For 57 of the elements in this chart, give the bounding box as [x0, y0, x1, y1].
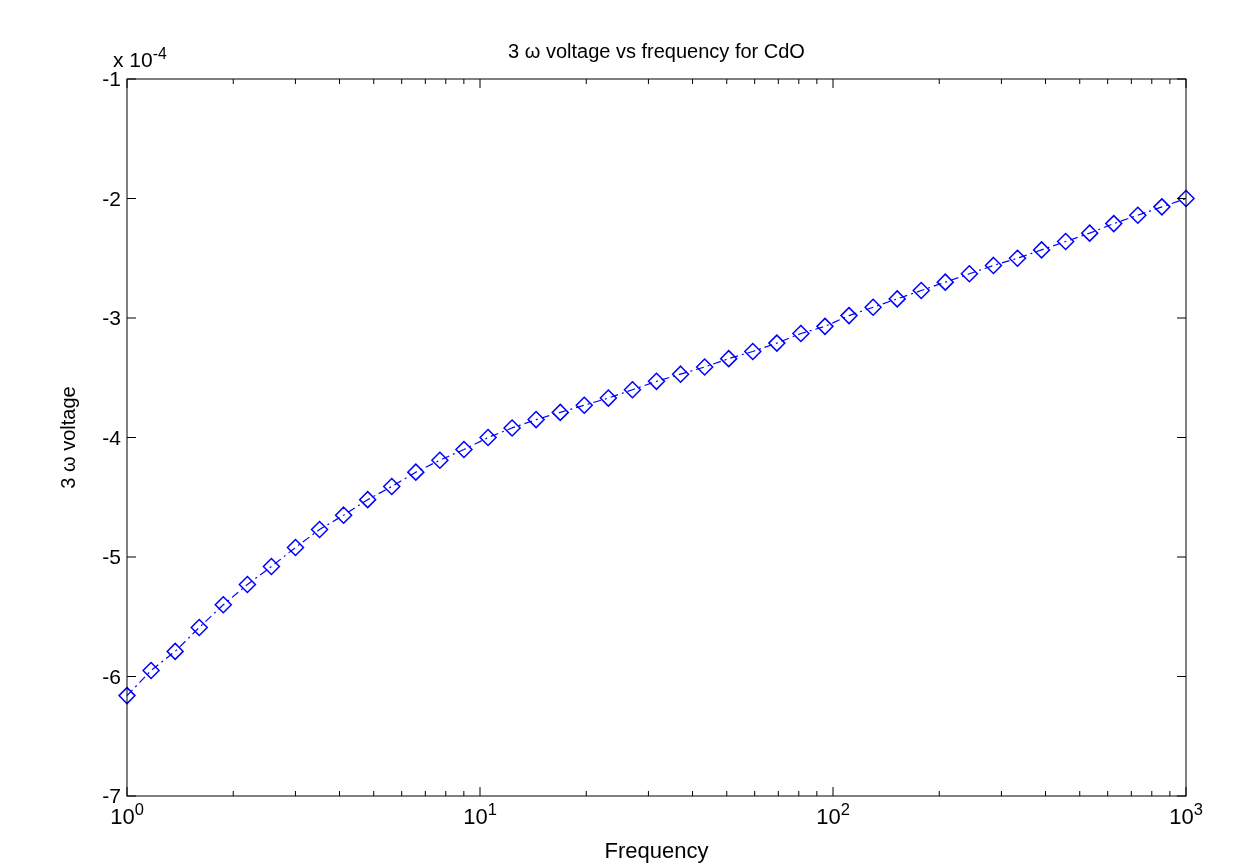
point — [936, 273, 955, 291]
point — [671, 365, 690, 383]
point — [840, 306, 858, 325]
point — [575, 396, 594, 414]
point — [142, 661, 160, 680]
point — [623, 380, 642, 399]
point — [455, 440, 473, 459]
point — [407, 463, 425, 481]
point — [238, 575, 257, 594]
point — [744, 342, 762, 361]
y-tick-label: -4 — [102, 425, 122, 449]
point — [503, 419, 521, 437]
x-tick-label: 10$^{2}$ — [816, 800, 850, 829]
x-tick-label: 10$^{1}$ — [463, 800, 497, 829]
point — [864, 298, 882, 316]
point — [599, 389, 618, 407]
point — [262, 557, 281, 576]
y-tick-label: -7 — [102, 784, 121, 807]
y-axis-title: 3 ω voltage — [57, 386, 79, 489]
point — [768, 334, 786, 352]
x-axis-title: Frequency — [604, 838, 709, 863]
point — [118, 686, 136, 705]
point — [647, 372, 666, 391]
point — [888, 290, 906, 308]
point — [792, 324, 810, 343]
point — [719, 349, 738, 368]
point — [912, 281, 930, 300]
point — [1153, 198, 1171, 216]
point — [984, 256, 1003, 275]
point — [479, 428, 497, 447]
point — [960, 265, 979, 283]
point — [431, 451, 449, 469]
point — [1105, 214, 1123, 233]
point — [816, 317, 834, 336]
point — [214, 596, 233, 614]
point — [695, 358, 714, 376]
point — [1129, 206, 1147, 224]
point — [190, 618, 208, 637]
point — [286, 538, 305, 557]
y-tick-label: -3 — [102, 306, 121, 329]
x-tick-label: 10$^{3}$ — [1169, 800, 1203, 829]
y-tick-label: -2 — [102, 186, 121, 210]
point — [310, 520, 329, 539]
point — [1032, 241, 1051, 259]
chart-title: 3 ω voltage vs frequency for CdO — [508, 40, 805, 62]
point — [334, 506, 353, 524]
point — [551, 403, 570, 422]
point — [1177, 189, 1195, 208]
point — [1080, 224, 1099, 242]
point — [166, 642, 184, 661]
point — [1056, 232, 1075, 251]
point — [382, 477, 401, 496]
point — [527, 410, 545, 429]
point — [358, 490, 377, 509]
y-tick-label: -6 — [102, 664, 121, 688]
point — [1008, 249, 1027, 267]
y-tick-label: -5 — [102, 545, 121, 568]
